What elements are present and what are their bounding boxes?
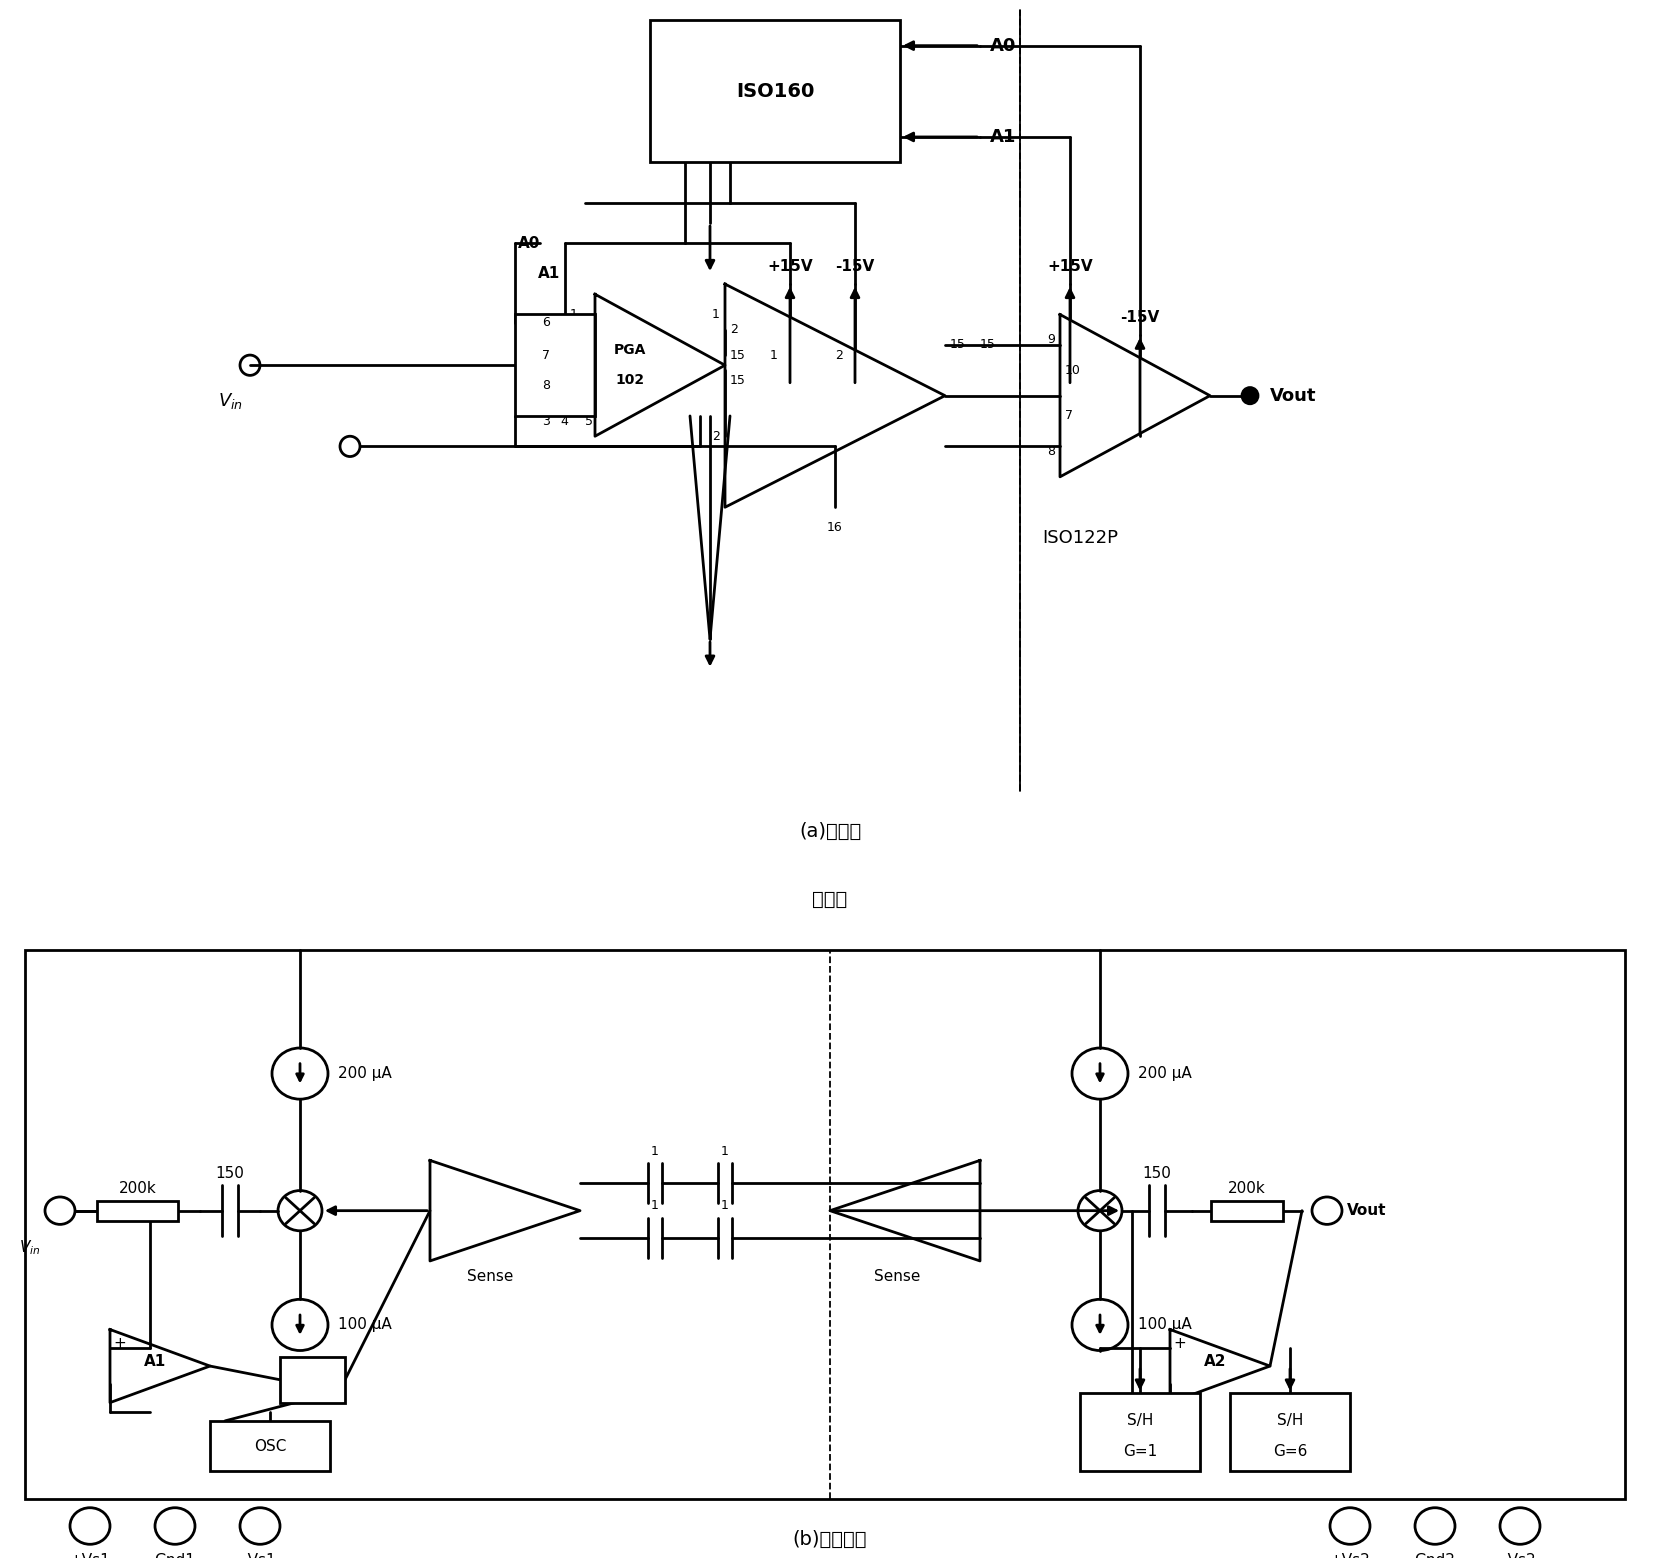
FancyBboxPatch shape <box>25 950 1625 1499</box>
Text: $V_{in}$: $V_{in}$ <box>217 391 242 411</box>
Polygon shape <box>594 294 725 436</box>
Text: 隔离层: 隔离层 <box>812 891 848 910</box>
Text: 1: 1 <box>720 1200 729 1212</box>
Text: 16: 16 <box>827 520 843 534</box>
Text: Gnd2: Gnd2 <box>1414 1553 1456 1558</box>
Text: 15: 15 <box>730 349 745 361</box>
Text: A0: A0 <box>989 37 1016 55</box>
Text: Sense: Sense <box>466 1268 513 1284</box>
Polygon shape <box>1170 1329 1270 1402</box>
Text: +Vs2: +Vs2 <box>1330 1553 1371 1558</box>
FancyBboxPatch shape <box>96 1201 178 1221</box>
Text: +Vs1: +Vs1 <box>70 1553 110 1558</box>
Polygon shape <box>110 1329 211 1402</box>
Text: 8: 8 <box>543 379 549 393</box>
Text: 200 μA: 200 μA <box>1139 1066 1192 1081</box>
Text: -Vs2: -Vs2 <box>1504 1553 1536 1558</box>
Text: ISO160: ISO160 <box>735 83 813 101</box>
Text: A1: A1 <box>538 266 559 282</box>
Text: 200 μA: 200 μA <box>339 1066 392 1081</box>
Text: A1: A1 <box>989 128 1016 146</box>
Text: Vout: Vout <box>1270 386 1316 405</box>
Text: PGA: PGA <box>614 343 646 357</box>
Text: A0: A0 <box>518 235 540 251</box>
Text: 9: 9 <box>1047 333 1056 346</box>
Text: Vout: Vout <box>1346 1203 1386 1218</box>
Text: 1: 1 <box>651 1200 659 1212</box>
Text: 15: 15 <box>979 338 996 352</box>
Text: 3: 3 <box>543 414 549 427</box>
Text: -15V: -15V <box>1120 310 1160 324</box>
Text: 15: 15 <box>950 338 966 352</box>
Text: OSC: OSC <box>254 1438 286 1454</box>
Text: +: + <box>113 1335 126 1351</box>
Text: 150: 150 <box>1142 1165 1172 1181</box>
Polygon shape <box>430 1161 579 1260</box>
Text: 7: 7 <box>543 349 549 361</box>
Text: 150: 150 <box>216 1165 244 1181</box>
Text: 1: 1 <box>569 308 578 321</box>
Text: 1: 1 <box>770 349 779 361</box>
Text: 1: 1 <box>720 1145 729 1158</box>
Text: (b)内部结构: (b)内部结构 <box>793 1530 867 1549</box>
Text: Sense: Sense <box>875 1268 921 1284</box>
Text: +15V: +15V <box>767 259 813 274</box>
Text: 7: 7 <box>1066 410 1072 422</box>
Text: 1: 1 <box>651 1145 659 1158</box>
Text: 200k: 200k <box>118 1181 156 1197</box>
Text: -15V: -15V <box>835 259 875 274</box>
Text: 4: 4 <box>559 414 568 427</box>
Text: S/H: S/H <box>1277 1413 1303 1429</box>
FancyBboxPatch shape <box>1081 1393 1200 1471</box>
Text: $V_{in}$: $V_{in}$ <box>18 1239 40 1257</box>
Text: A2: A2 <box>1204 1354 1227 1369</box>
Text: 6: 6 <box>543 316 549 329</box>
FancyBboxPatch shape <box>281 1357 345 1402</box>
Text: 15: 15 <box>730 374 745 386</box>
Text: G=6: G=6 <box>1273 1444 1306 1460</box>
Text: +15V: +15V <box>1047 259 1092 274</box>
Text: 100 μA: 100 μA <box>1139 1318 1192 1332</box>
Text: 2: 2 <box>730 323 739 337</box>
Text: 100 μA: 100 μA <box>339 1318 392 1332</box>
FancyBboxPatch shape <box>515 315 594 416</box>
Text: 2: 2 <box>712 430 720 442</box>
Polygon shape <box>1061 315 1210 477</box>
Text: 8: 8 <box>1047 446 1056 458</box>
Text: A1: A1 <box>144 1354 166 1369</box>
FancyBboxPatch shape <box>1212 1201 1283 1221</box>
Text: +: + <box>1174 1335 1187 1351</box>
FancyBboxPatch shape <box>1230 1393 1350 1471</box>
Polygon shape <box>725 284 945 508</box>
Circle shape <box>1242 388 1258 404</box>
Text: 200k: 200k <box>1228 1181 1267 1197</box>
Text: 2: 2 <box>835 349 843 361</box>
Text: S/H: S/H <box>1127 1413 1154 1429</box>
Polygon shape <box>830 1161 979 1260</box>
Text: ISO122P: ISO122P <box>1042 528 1117 547</box>
Text: 5: 5 <box>584 414 593 427</box>
Text: 10: 10 <box>1066 365 1081 377</box>
Text: (a)原理图: (a)原理图 <box>798 823 862 841</box>
FancyBboxPatch shape <box>211 1421 330 1471</box>
Text: G=1: G=1 <box>1122 1444 1157 1460</box>
FancyBboxPatch shape <box>651 20 900 162</box>
Text: Gnd1: Gnd1 <box>154 1553 196 1558</box>
Text: 102: 102 <box>616 374 644 388</box>
Text: -Vs1: -Vs1 <box>244 1553 276 1558</box>
Text: 1: 1 <box>712 308 720 321</box>
